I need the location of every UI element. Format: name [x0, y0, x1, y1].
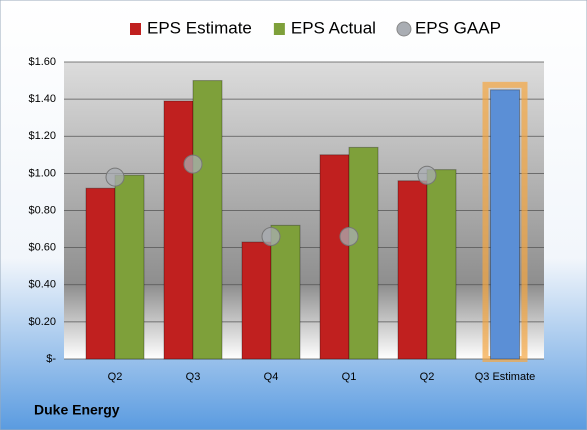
- bar: [319, 154, 350, 360]
- legend-label: EPS Actual: [291, 18, 376, 37]
- x-tick-label: Q3 Estimate: [475, 371, 536, 383]
- x-tick-label: Q2: [108, 371, 123, 383]
- x-tick-label: Q4: [264, 371, 279, 383]
- bar: [397, 180, 428, 360]
- point: [183, 154, 203, 174]
- x-tick-label: Q3: [186, 371, 201, 383]
- y-tick-label: $1.00: [28, 167, 56, 179]
- point: [261, 226, 281, 246]
- legend-marker: [396, 21, 412, 37]
- y-tick-label: $1.40: [28, 93, 56, 105]
- legend-marker: [130, 23, 141, 35]
- x-tick-label: Q1: [342, 371, 357, 383]
- legend-label: EPS GAAP: [415, 18, 501, 37]
- y-tick-label: $1.20: [28, 130, 56, 142]
- point: [105, 167, 125, 187]
- point: [339, 226, 359, 246]
- x-tick-label: Q2: [420, 371, 435, 383]
- bar: [192, 80, 223, 360]
- legend-label: EPS Estimate: [147, 18, 252, 37]
- point: [417, 165, 437, 185]
- bar: [270, 224, 301, 360]
- y-tick-label: $1.60: [28, 56, 56, 68]
- y-tick-label: $-: [46, 353, 56, 365]
- bar: [163, 100, 194, 360]
- bar: [426, 169, 457, 360]
- legend-marker: [273, 23, 285, 35]
- y-tick-label: $0.80: [28, 204, 56, 216]
- chart-title: Duke Energy: [34, 402, 120, 418]
- bar: [348, 146, 379, 360]
- y-tick-label: $0.20: [28, 316, 56, 328]
- bar: [85, 187, 116, 360]
- bar: [241, 241, 272, 360]
- bar: [490, 89, 520, 360]
- y-tick-label: $0.60: [28, 242, 56, 254]
- y-tick-label: $0.40: [28, 279, 56, 291]
- bar: [114, 174, 145, 360]
